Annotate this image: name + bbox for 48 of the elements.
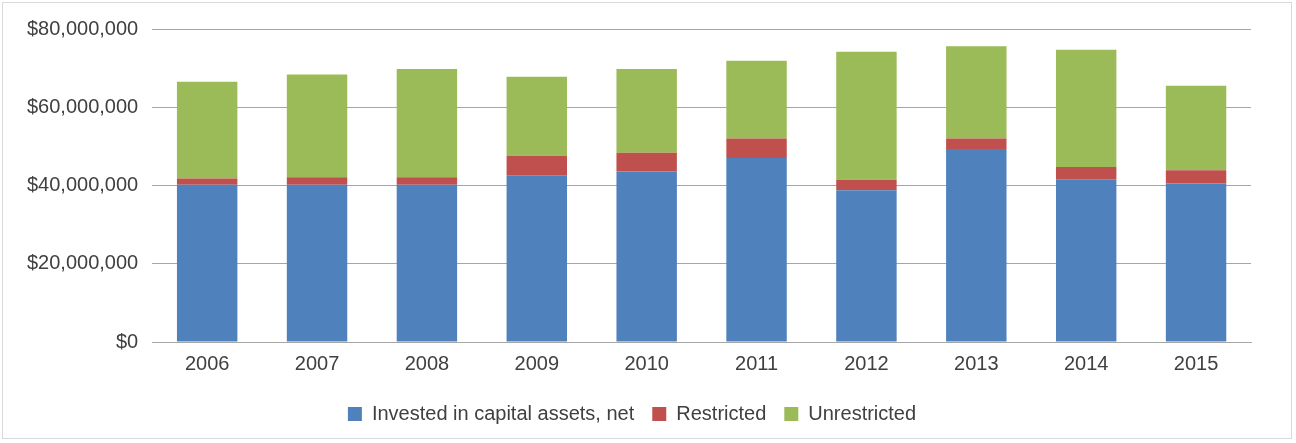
y-tick-label: $80,000,000 [26, 16, 139, 39]
bar [1165, 170, 1227, 184]
bar [286, 177, 348, 185]
y-tick-label: $20,000,000 [26, 251, 139, 274]
x-tick-label: 2007 [294, 351, 340, 374]
bar [506, 76, 568, 156]
bar [726, 158, 787, 342]
bar [396, 68, 458, 178]
x-tick-label: 2008 [404, 351, 450, 374]
bar [726, 60, 787, 139]
bar [286, 74, 348, 178]
y-tick-label: $40,000,000 [26, 173, 139, 196]
bar [396, 177, 458, 185]
bar [616, 171, 677, 342]
y-tick-label: $0 [115, 329, 139, 352]
bar [726, 138, 787, 159]
bar [1055, 179, 1117, 342]
bar [616, 68, 677, 153]
bar [286, 184, 348, 342]
bar [506, 175, 568, 342]
x-tick-label: 2010 [624, 351, 669, 374]
bar [836, 51, 897, 180]
x-tick-label: 2015 [1173, 351, 1219, 374]
legend-label: Restricted [676, 401, 767, 424]
bar [1055, 49, 1117, 168]
x-tick-label: 2006 [184, 351, 230, 374]
bar [616, 152, 677, 172]
x-tick-label: 2009 [514, 351, 560, 374]
x-tick-label: 2014 [1063, 351, 1109, 374]
x-tick-label: 2011 [735, 351, 779, 374]
bar [836, 190, 897, 342]
bar [506, 155, 568, 176]
x-tick-label: 2012 [844, 351, 889, 374]
bar [1165, 85, 1227, 171]
legend-label: Unrestricted [808, 401, 917, 424]
legend-label: Invested in capital assets, net [371, 401, 635, 424]
bar [176, 81, 238, 179]
x-tick-label: 2013 [954, 351, 999, 374]
bar [176, 184, 238, 342]
bar [1055, 167, 1117, 180]
bar [836, 179, 897, 191]
bar [946, 149, 1007, 342]
bar [1165, 183, 1227, 342]
bar [946, 138, 1007, 150]
bar [176, 178, 238, 185]
bar [946, 46, 1007, 139]
y-tick-label: $60,000,000 [26, 94, 139, 117]
bar [396, 184, 458, 342]
